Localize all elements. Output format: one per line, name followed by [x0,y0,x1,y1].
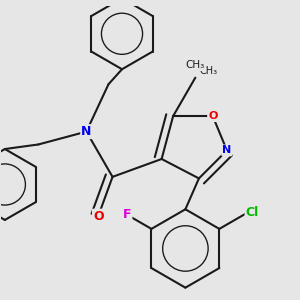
Text: O: O [208,111,218,121]
Text: CH₃: CH₃ [186,60,205,70]
Text: O: O [93,210,104,223]
Text: Cl: Cl [245,206,259,219]
Text: CH₃: CH₃ [199,66,217,76]
Text: N: N [81,125,92,138]
Text: F: F [123,208,131,221]
Text: N: N [222,146,232,155]
